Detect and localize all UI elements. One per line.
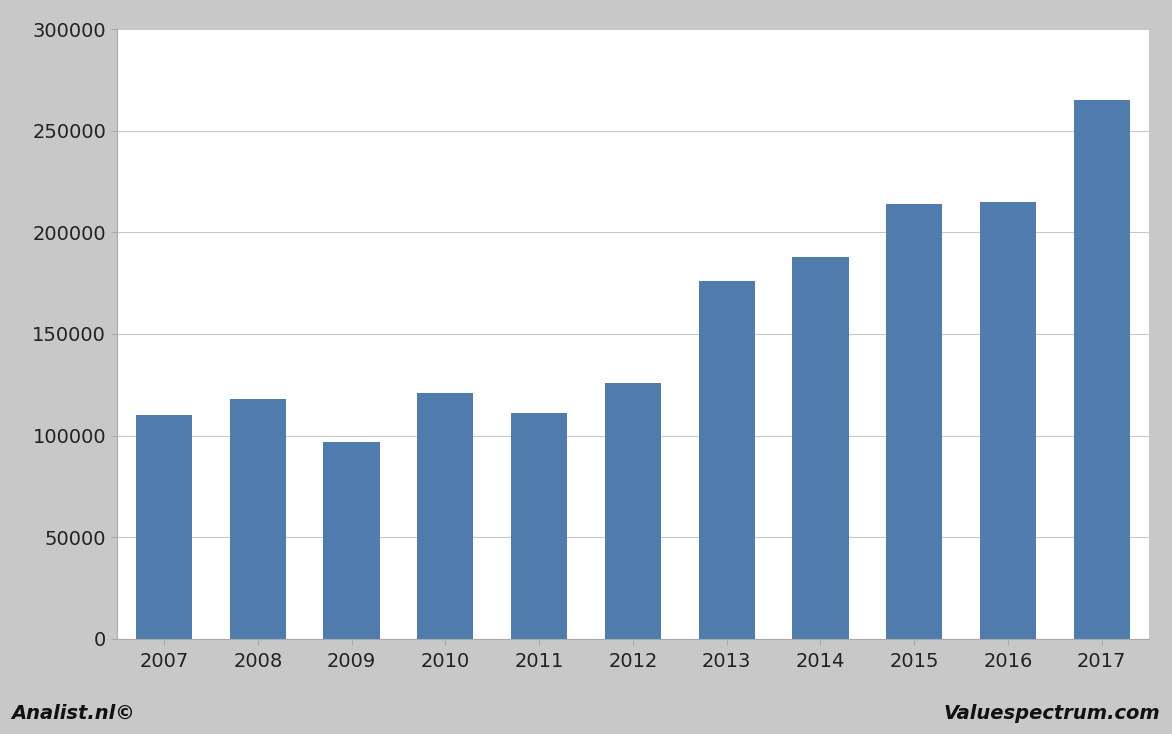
Bar (605, 382, 661, 639)
Bar (886, 204, 942, 639)
Bar (230, 399, 286, 639)
Text: Analist.nl©: Analist.nl© (12, 704, 136, 723)
Bar (323, 442, 380, 639)
Bar (792, 257, 849, 639)
Bar (136, 415, 192, 639)
Bar (511, 413, 567, 639)
Bar (417, 393, 473, 639)
Bar (699, 281, 755, 639)
Text: Valuespectrum.com: Valuespectrum.com (943, 704, 1160, 723)
Bar (980, 202, 1036, 639)
Bar (1074, 101, 1130, 639)
